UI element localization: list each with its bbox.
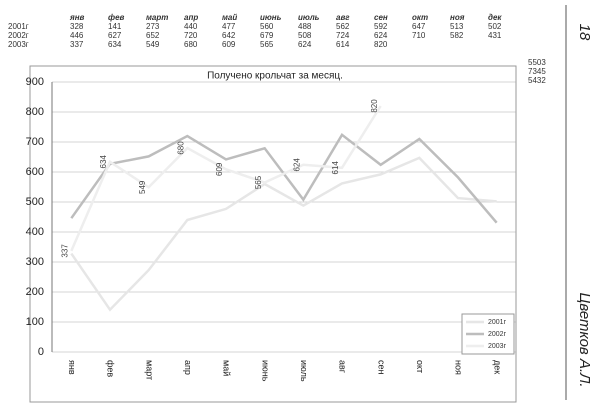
cell: 614 xyxy=(336,40,350,49)
cell: 431 xyxy=(488,31,502,40)
cell: 710 xyxy=(412,31,426,40)
cell: 820 xyxy=(374,40,388,49)
x-tick-label: фев xyxy=(106,360,116,377)
cell: 724 xyxy=(336,31,350,40)
y-tick-label: 300 xyxy=(26,256,44,268)
legend-label: 2001г xyxy=(488,319,507,326)
cell: 560 xyxy=(260,22,274,31)
x-tick-label: июнь xyxy=(260,360,270,382)
cell: 642 xyxy=(222,31,236,40)
data-label: 820 xyxy=(370,99,379,113)
table-header: дек xyxy=(488,13,502,22)
table-header: апр xyxy=(184,13,198,22)
table-header: окт xyxy=(412,13,428,22)
row-label: 2002г xyxy=(8,31,29,40)
y-tick-label: 0 xyxy=(38,346,44,358)
table-header: май xyxy=(222,13,237,22)
x-tick-label: дек xyxy=(492,360,502,374)
cell: 488 xyxy=(298,22,312,31)
data-label: 337 xyxy=(60,244,69,258)
table-header: июль xyxy=(298,13,320,22)
cell: 592 xyxy=(374,22,388,31)
data-label: 609 xyxy=(215,162,224,176)
table-header: фев xyxy=(108,13,125,22)
table-header: янв xyxy=(69,13,85,22)
y-tick-label: 500 xyxy=(26,196,44,208)
row-label: 2001г xyxy=(8,22,29,31)
x-tick-label: авг xyxy=(338,360,348,374)
cell: 647 xyxy=(412,22,426,31)
cell: 477 xyxy=(222,22,236,31)
cell: 337 xyxy=(70,40,84,49)
cell: 609 xyxy=(222,40,236,49)
chart-title: Получено крольчат за месяц. xyxy=(207,71,343,82)
data-label: 614 xyxy=(331,161,340,175)
row-label: 2003г xyxy=(8,40,29,49)
cell: 446 xyxy=(70,31,84,40)
y-tick-label: 700 xyxy=(26,136,44,148)
cell: 440 xyxy=(184,22,198,31)
x-tick-label: июль xyxy=(299,360,309,382)
row-total: 5503 xyxy=(528,58,546,67)
data-label: 634 xyxy=(99,155,108,169)
cell: 624 xyxy=(374,31,388,40)
cell: 679 xyxy=(260,31,274,40)
page-number: 18 xyxy=(576,24,593,41)
x-tick-label: май xyxy=(222,360,232,376)
cell: 624 xyxy=(298,40,312,49)
cell: 565 xyxy=(260,40,274,49)
y-tick-label: 100 xyxy=(26,316,44,328)
cell: 720 xyxy=(184,31,198,40)
table-header: авг xyxy=(336,13,350,22)
series-line xyxy=(70,156,497,312)
author: Цветков А.Л. xyxy=(576,292,593,387)
cell: 502 xyxy=(488,22,502,31)
cell: 634 xyxy=(108,40,122,49)
legend-label: 2002г xyxy=(488,331,507,338)
cell: 562 xyxy=(336,22,350,31)
x-tick-label: март xyxy=(144,360,154,380)
cell: 141 xyxy=(108,22,122,31)
table-header: июнь xyxy=(260,13,282,22)
x-tick-label: янв xyxy=(67,360,77,375)
cell: 273 xyxy=(146,22,160,31)
y-tick-label: 200 xyxy=(26,286,44,298)
y-tick-label: 800 xyxy=(26,106,44,118)
series-line xyxy=(70,105,382,252)
cell: 582 xyxy=(450,31,464,40)
cell: 328 xyxy=(70,22,84,31)
x-tick-label: ноя xyxy=(454,360,464,375)
cell: 508 xyxy=(298,31,312,40)
cell: 627 xyxy=(108,31,122,40)
y-tick-label: 600 xyxy=(26,166,44,178)
x-tick-label: апр xyxy=(183,360,193,375)
table-header: ноя xyxy=(450,13,465,22)
y-tick-label: 900 xyxy=(26,76,44,88)
cell: 513 xyxy=(450,22,464,31)
chart-frame xyxy=(29,65,517,403)
cell: 549 xyxy=(146,40,160,49)
table-header: сен xyxy=(374,13,388,22)
table-header: март xyxy=(146,13,168,22)
data-label: 565 xyxy=(254,175,263,189)
data-label: 549 xyxy=(138,180,147,194)
cell: 652 xyxy=(146,31,160,40)
row-total: 7345 xyxy=(528,67,546,76)
legend-label: 2003г xyxy=(488,343,507,350)
row-total: 5432 xyxy=(528,76,546,85)
y-tick-label: 400 xyxy=(26,226,44,238)
data-label: 624 xyxy=(292,158,301,172)
x-tick-label: окт xyxy=(415,360,425,373)
data-label: 680 xyxy=(176,141,185,155)
cell: 680 xyxy=(184,40,198,49)
x-tick-label: сен xyxy=(376,360,386,375)
